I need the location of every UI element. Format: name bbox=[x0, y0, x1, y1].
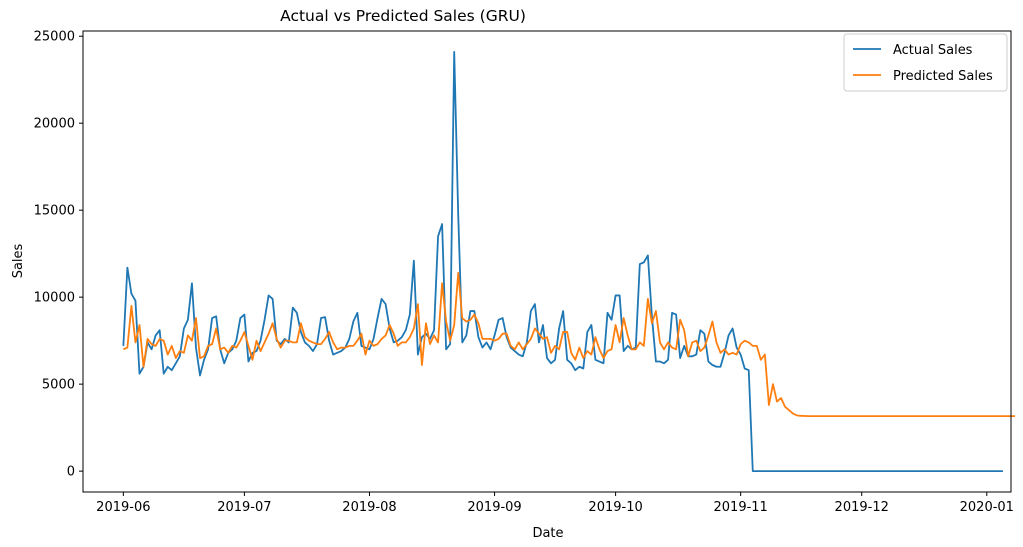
y-tick-label: 10000 bbox=[34, 291, 75, 306]
x-tick-label: 2020-01 bbox=[960, 500, 1014, 515]
legend-frame bbox=[843, 33, 1008, 92]
y-tick-label: 15000 bbox=[34, 204, 75, 219]
series-line-predicted-sales bbox=[122, 271, 1016, 418]
y-axis: 0 5000 10000 15000 20000 25000 bbox=[34, 30, 83, 480]
y-axis-label: Sales bbox=[11, 243, 26, 278]
x-tick-label: 2019-12 bbox=[835, 500, 889, 515]
x-tick-label: 2019-06 bbox=[96, 500, 150, 515]
y-tick-label: 5000 bbox=[42, 378, 75, 393]
x-tick-label: 2019-08 bbox=[342, 500, 396, 515]
legend-label-predicted: Predicted Sales bbox=[893, 69, 993, 84]
x-tick-label: 2019-07 bbox=[217, 500, 271, 515]
x-axis: 2019-06 2019-07 2019-08 2019-09 2019-10 2019-… bbox=[96, 492, 1014, 515]
legend-label-actual: Actual Sales bbox=[893, 43, 973, 58]
x-tick-label: 2019-10 bbox=[588, 500, 642, 515]
y-tick-label: 25000 bbox=[34, 30, 75, 45]
chart-title: Actual vs Predicted Sales (GRU) bbox=[280, 7, 526, 25]
series-line-actual-sales bbox=[122, 50, 1003, 473]
plot-area bbox=[122, 50, 1016, 473]
x-tick-label: 2019-09 bbox=[467, 500, 521, 515]
y-tick-label: 0 bbox=[67, 465, 75, 480]
y-tick-label: 20000 bbox=[34, 117, 75, 132]
x-axis-label: Date bbox=[532, 526, 563, 541]
legend: Actual Sales Predicted Sales bbox=[843, 33, 1008, 92]
plot-frame bbox=[82, 30, 1012, 493]
x-tick-label: 2019-11 bbox=[714, 500, 768, 515]
